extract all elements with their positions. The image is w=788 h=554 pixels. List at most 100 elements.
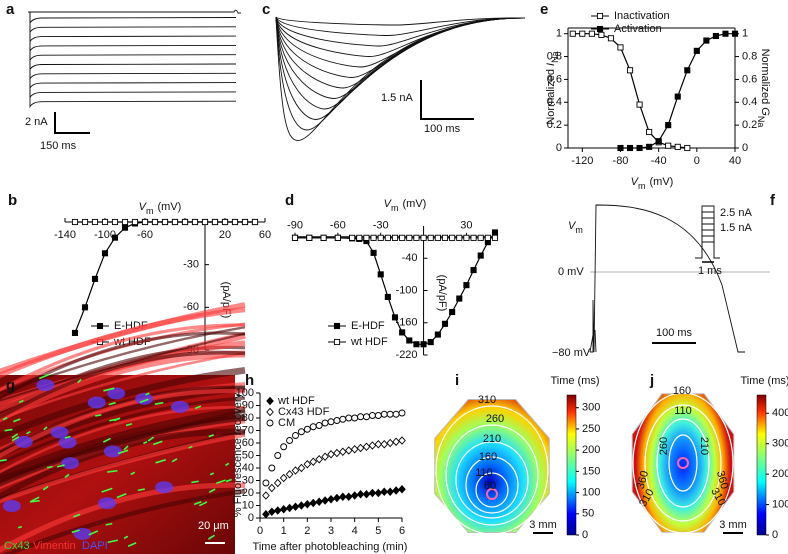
fiber [0,323,246,392]
trace [28,11,237,34]
marker [441,234,449,241]
label-part: Normalized [545,66,557,125]
x-tick-label: -100 [94,229,116,241]
marker [334,234,341,241]
y2-tick-label: 0 [742,142,748,154]
marker [291,466,300,475]
marker [151,218,159,226]
marker [413,341,420,348]
channel-label: DAPI [82,540,108,552]
scale-label: 2 nA [25,116,48,128]
junction [117,449,129,455]
marker [279,473,288,483]
marker [121,218,129,226]
label-part: V [384,198,393,210]
contour [465,456,519,514]
colorbar-tick-label: 150 [582,465,600,477]
contour-label: 310 [478,394,496,406]
label-part: (mV) [158,201,182,213]
trace [275,16,526,99]
marker [303,459,312,469]
junction [73,513,81,518]
colorbar [566,394,577,536]
stim-label: 1.5 nA [720,222,752,234]
marker [321,419,329,427]
label-part: V [631,176,640,188]
marker [406,234,413,241]
junction [71,529,80,534]
junction [209,472,215,476]
marker [420,341,427,348]
x-tick-label: -60 [330,220,346,232]
trace [275,16,526,110]
trace-label: −80 mV [552,347,591,359]
contour [632,392,734,534]
junction [125,422,133,427]
contour-label: 210 [698,437,710,455]
marker [309,457,318,467]
trace [275,16,526,26]
trace [275,16,526,47]
marker [377,234,384,241]
y-axis-title: (pA/pF) [436,275,448,312]
colorbar-tick-label: 400 [772,407,788,419]
marker [333,338,341,346]
marker [303,499,312,509]
junction [153,440,163,446]
marker [71,218,79,226]
marker [398,409,406,417]
marker [81,218,89,226]
stim [695,205,720,259]
colorbar-tick-label: 100 [772,498,788,510]
junction [101,487,113,493]
marker [121,224,129,231]
marker [309,423,317,431]
marker [297,463,306,473]
marker [327,449,335,459]
y-tick-label: -160 [396,317,418,329]
y-tick-label: 100 [236,387,254,399]
x-tick-label: 6 [399,525,405,537]
x-tick-label: 0 [257,525,263,537]
junction [109,418,119,422]
nucleus [170,400,189,413]
marker [161,218,169,226]
colorbar-tick-label: 200 [582,444,600,456]
marker [636,101,643,108]
marker [268,507,276,517]
marker [345,414,353,422]
stim [695,223,720,259]
junction [143,441,148,445]
marker [646,128,653,136]
stimulus [486,488,498,500]
stim [695,235,720,259]
marker [384,234,391,241]
colorbar-tick-label: 50 [582,508,594,520]
scale-bar [420,80,474,120]
nucleus [107,387,126,400]
x-tick-label: -40 [651,155,667,167]
marker [598,31,605,38]
junction [194,405,202,410]
marker [370,234,377,241]
trace [589,329,597,353]
marker [101,250,109,257]
marker [684,144,691,152]
panel-label: a [6,1,15,18]
y-tick-label: -60 [183,301,199,313]
y-tick-label: 40 [242,462,254,474]
junction [88,530,99,536]
marker [333,417,341,424]
contour-label: 110 [475,467,493,479]
junction [56,464,65,468]
y-axis-title: % Fluorescence recovery [232,392,244,517]
junction [64,435,71,439]
legend-label: CM [278,417,295,429]
marker [491,234,499,241]
marker [91,275,99,282]
marker [320,234,327,241]
marker [368,412,376,419]
marker [309,498,318,508]
y-tick-label: 60 [242,437,254,449]
x-tick-label: -60 [137,229,153,241]
